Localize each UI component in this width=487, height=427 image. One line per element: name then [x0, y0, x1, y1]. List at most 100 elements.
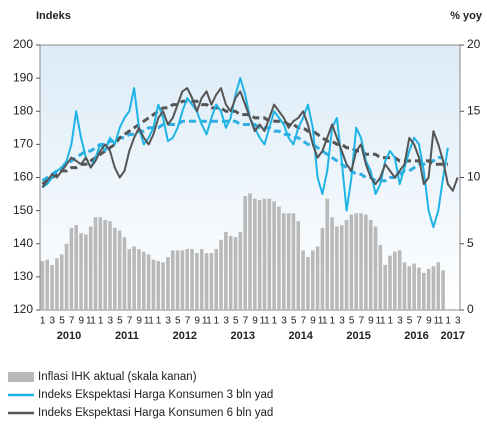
- bar: [243, 196, 247, 310]
- x-tick-label: 11: [376, 316, 386, 327]
- year-label: 2012: [173, 330, 197, 342]
- y-tick-label: 120: [13, 302, 33, 316]
- bar: [310, 250, 315, 310]
- y2-tick-label: 5: [467, 236, 474, 250]
- bar: [378, 245, 383, 310]
- bar: [291, 213, 296, 310]
- bar: [441, 270, 445, 310]
- bar: [373, 226, 378, 310]
- x-tick-label: 1: [98, 316, 104, 327]
- bar: [306, 257, 310, 310]
- bar: [286, 213, 291, 310]
- x-tick-label: 3: [223, 316, 229, 327]
- bar: [339, 225, 344, 310]
- y2-tick-label: 20: [467, 37, 481, 51]
- bar: [219, 239, 223, 310]
- x-tick-label: 9: [310, 316, 316, 327]
- y2-tick-label: 10: [467, 170, 481, 184]
- x-tick-label: 11: [260, 316, 270, 327]
- bar: [359, 213, 363, 310]
- bar: [228, 235, 233, 310]
- y-tick-label: 170: [13, 137, 33, 151]
- line: [41, 77, 449, 229]
- x-tick-label: 11: [144, 316, 154, 327]
- bar: [238, 231, 243, 310]
- x-tick-label: 5: [233, 316, 239, 327]
- x-tick-label: 7: [185, 316, 191, 327]
- y-tick-label: 180: [13, 103, 33, 117]
- x-tick-label: 3: [397, 316, 403, 327]
- bar: [64, 243, 69, 310]
- bar: [93, 217, 98, 310]
- y-tick-label: 200: [13, 37, 33, 51]
- legend-label: Indeks Ekspektasi Harga Konsumen 3 bln y…: [38, 389, 273, 401]
- x-tick-label: 5: [349, 316, 355, 327]
- y-tick-label: 140: [13, 236, 33, 250]
- bar: [248, 193, 252, 310]
- legend-label: Inflasi IHK aktual (skala kanan): [38, 371, 197, 383]
- bar: [59, 254, 64, 310]
- bar: [368, 219, 373, 310]
- bar: [281, 213, 286, 310]
- bar: [190, 249, 194, 310]
- bar: [98, 217, 103, 310]
- x-tick-label: 7: [301, 316, 307, 327]
- bar: [103, 219, 107, 310]
- bar: [40, 260, 45, 310]
- bar: [402, 262, 407, 310]
- x-tick-label: 9: [136, 316, 142, 327]
- year-label: 2017: [441, 330, 465, 342]
- bar: [88, 226, 93, 310]
- bar: [330, 217, 334, 310]
- x-tick-label: 5: [291, 316, 297, 327]
- x-tick-label: 1: [330, 316, 336, 327]
- bar: [204, 253, 209, 310]
- bar: [79, 233, 83, 310]
- x-tick-label: 3: [455, 316, 461, 327]
- bar: [175, 250, 180, 310]
- bar: [383, 264, 387, 310]
- x-tick-label: 9: [426, 316, 432, 327]
- x-tick-label: 7: [416, 316, 422, 327]
- bar: [185, 249, 190, 310]
- bar: [397, 250, 402, 310]
- x-tick-label: 3: [165, 316, 171, 327]
- year-label: 2010: [57, 330, 81, 342]
- bar: [267, 198, 272, 310]
- y-tick-label: 130: [13, 269, 33, 283]
- bar: [233, 237, 238, 310]
- x-tick-label: 11: [86, 316, 96, 327]
- bar: [141, 251, 146, 310]
- year-label: 2015: [346, 330, 370, 342]
- bar: [74, 225, 79, 310]
- bar: [69, 227, 74, 310]
- bar: [253, 198, 257, 310]
- bar: [344, 219, 349, 310]
- bar: [151, 259, 156, 310]
- year-label: 2013: [231, 330, 255, 342]
- bar: [156, 260, 161, 310]
- bar: [301, 250, 305, 310]
- x-tick-label: 7: [69, 316, 75, 327]
- x-tick-label: 5: [175, 316, 181, 327]
- bar: [132, 246, 136, 310]
- bar: [199, 249, 204, 310]
- x-tick-label: 3: [107, 316, 113, 327]
- bar: [349, 214, 354, 310]
- bar: [195, 253, 199, 310]
- x-tick-label: 3: [281, 316, 287, 327]
- x-tick-label: 9: [79, 316, 85, 327]
- bar: [426, 268, 431, 310]
- bar: [108, 221, 112, 310]
- x-tick-label: 11: [434, 316, 444, 327]
- y2-axis-label: % yoy: [450, 10, 483, 22]
- x-tick-label: 3: [339, 316, 345, 327]
- bar: [335, 226, 339, 310]
- legend-label: Indeks Ekspektasi Harga Konsumen 6 bln y…: [38, 407, 273, 419]
- x-tick-label: 7: [243, 316, 249, 327]
- x-tick-label: 11: [202, 316, 212, 327]
- bar: [436, 262, 441, 310]
- trend-line: [41, 99, 448, 186]
- bar: [325, 198, 330, 310]
